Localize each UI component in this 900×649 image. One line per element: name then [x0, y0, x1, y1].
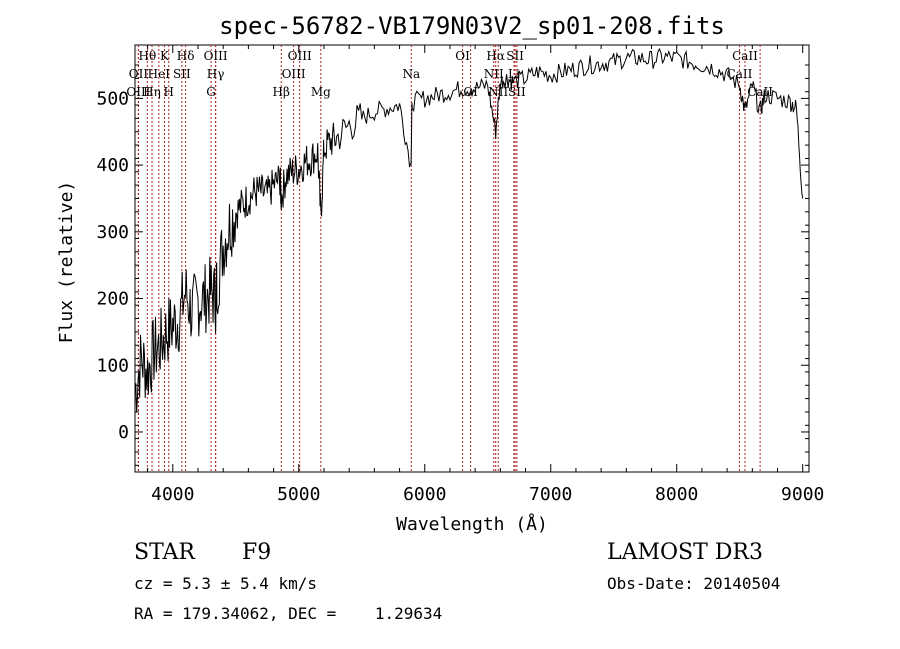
line-marker-label-11: Hγ: [207, 67, 225, 81]
x-tick-label-1: 5000: [277, 484, 320, 505]
object-class: STAR: [134, 540, 195, 565]
x-tick-label-3: 7000: [529, 484, 572, 505]
y-tick-label-2: 200: [96, 289, 129, 310]
spectrum-chart: HθOIIOIIIHηHeIKHSIIHδGOIIIHγHβOIIIOIIIMg…: [56, 12, 824, 535]
x-axis-ticks: 4000 5000 6000 7000 8000 9000: [147, 45, 824, 505]
line-marker-label-15: Mg: [311, 85, 331, 99]
y-tick-label-5: 500: [96, 88, 129, 109]
survey-name: LAMOST DR3: [607, 540, 763, 565]
line-marker-label-8: Hδ: [177, 49, 195, 63]
line-marker-lines: [137, 45, 761, 472]
line-marker-label-6: H: [164, 85, 174, 99]
line-marker-label-13: OIII: [282, 67, 306, 81]
line-marker-label-7: SII: [173, 67, 191, 81]
x-tick-label-4: 8000: [655, 484, 698, 505]
line-marker-label-14: OIII: [288, 49, 312, 63]
line-marker-label-19: Hα: [486, 49, 505, 63]
line-marker-label-10: OIII: [204, 49, 228, 63]
y-tick-label-4: 400: [96, 155, 129, 176]
redshift-velocity: cz = 5.3 ± 5.4 km/s: [134, 574, 318, 593]
line-marker-label-24: SII: [508, 85, 526, 99]
line-marker-label-23: Li: [508, 67, 520, 81]
line-marker-label-12: Hβ: [273, 85, 290, 99]
observation-date: Obs-Date: 20140504: [607, 574, 781, 593]
coordinates: RA = 179.34062, DEC = 1.29634: [134, 604, 443, 623]
line-marker-label-27: CaII: [747, 85, 773, 99]
line-marker-labels: HθOIIOIIIHηHeIKHSIIHδGOIIIHγHβOIIIOIIIMg…: [126, 49, 773, 99]
line-marker-label-17: OI: [455, 49, 470, 63]
line-marker-label-22: SII: [506, 49, 524, 63]
spectrum-line: [134, 47, 804, 412]
y-axis-ticks: 0 100 200 300 400 500: [96, 64, 809, 466]
line-marker-label-25: CaII: [732, 49, 758, 63]
y-tick-label-0: 0: [118, 422, 129, 443]
y-tick-label-3: 300: [96, 222, 129, 243]
line-marker-label-1: OII: [129, 67, 149, 81]
line-marker-label-5: K: [160, 49, 170, 63]
line-marker-label-9: G: [206, 85, 216, 99]
line-marker-label-4: HeI: [148, 67, 171, 81]
spectrum-series: [134, 47, 804, 412]
y-axis-label: Flux (relative): [56, 181, 77, 344]
x-tick-label-0: 4000: [151, 484, 194, 505]
line-marker-label-0: Hθ: [138, 49, 156, 63]
line-marker-label-21: NII: [488, 85, 508, 99]
line-marker-label-3: Hη: [143, 85, 161, 99]
y-tick-label-1: 100: [96, 355, 129, 376]
line-marker-label-20: NII: [484, 67, 504, 81]
plot-frame: [134, 44, 810, 473]
x-tick-label-2: 6000: [403, 484, 446, 505]
x-axis-label: Wavelength (Å): [396, 513, 548, 535]
object-subclass: F9: [242, 540, 272, 565]
chart-title: spec-56782-VB179N03V2_sp01-208.fits: [219, 12, 725, 40]
line-marker-label-16: Na: [402, 67, 420, 81]
x-tick-label-5: 9000: [781, 484, 824, 505]
